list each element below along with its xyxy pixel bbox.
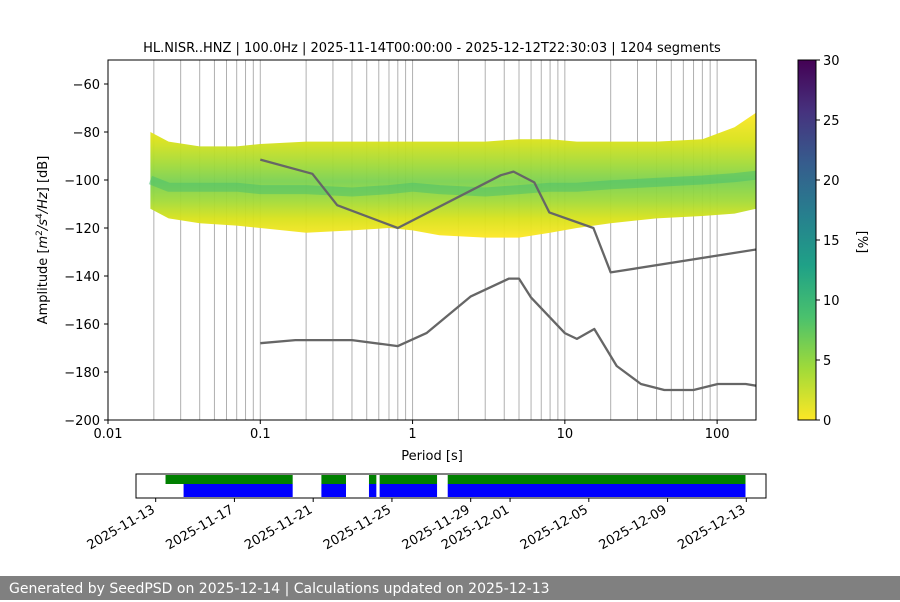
- timeline-tick-label: 2025-11-25: [321, 502, 394, 553]
- noise-models: [259, 158, 756, 392]
- y-tick-label: −140: [64, 270, 100, 285]
- x-axis-label: Period [s]: [401, 449, 463, 464]
- availability-bar-green: [321, 475, 346, 484]
- footer-text: Generated by SeedPSD on 2025-12-14 | Cal…: [9, 581, 550, 597]
- psd-density-band: [148, 112, 756, 238]
- colorbar-label: [%]: [854, 231, 869, 254]
- colorbar-tick-label: 10: [823, 294, 840, 309]
- colorbar-gradient: [797, 59, 817, 421]
- timeline-tick-label: 2025-11-13: [85, 502, 158, 553]
- availability-bar-green: [368, 475, 377, 484]
- colorbar-tick-label: 30: [823, 54, 840, 69]
- grid-lines: [153, 60, 718, 420]
- x-axis-ticks: 0.01 0.1 1 10 100: [94, 420, 730, 442]
- availability-bar-blue: [368, 484, 377, 497]
- y-tick-label: −80: [73, 126, 100, 141]
- psd-plot-area: 0.01 0.1 1 10 100 −200 −180 −160 −140 −120 −100 −8…: [64, 59, 757, 442]
- x-tick-label: 0.1: [250, 427, 271, 442]
- data-availability-timeline: 2025-11-13 2025-11-17 2025-11-21 2025-11-25…: [85, 473, 767, 553]
- psd-band-area: [150, 112, 756, 238]
- timeline-ticks: 2025-11-13 2025-11-17 2025-11-21 2025-11-25…: [85, 498, 748, 553]
- availability-bar-green: [165, 475, 293, 484]
- availability-bar-blue: [447, 484, 746, 497]
- x-tick-label: 0.01: [94, 427, 123, 442]
- colorbar-ticks: 0 5 10 15 20 25 30: [816, 54, 840, 429]
- y-tick-label: −100: [64, 174, 100, 189]
- y-tick-label: −200: [64, 414, 100, 429]
- timeline-tick-label: 2025-12-13: [675, 502, 748, 553]
- timeline-tick-label: 2025-11-17: [163, 502, 236, 553]
- x-tick-label: 10: [557, 427, 574, 442]
- y-tick-label: −180: [64, 366, 100, 381]
- plot-background: [108, 60, 756, 420]
- colorbar-tick-label: 20: [823, 174, 840, 189]
- colorbar-tick-label: 15: [823, 234, 840, 249]
- availability-bar-blue: [183, 484, 293, 497]
- timeline-tick-label: 2025-12-09: [597, 502, 670, 553]
- x-tick-label: 100: [705, 427, 730, 442]
- y-axis-label: Amplitude [m2/s4/Hz] [dB]: [35, 156, 51, 325]
- availability-bar-blue: [379, 484, 438, 497]
- psd-mode-ridge: [148, 170, 756, 197]
- high-noise-model-line: [259, 158, 756, 274]
- colorbar-tick-label: 0: [823, 414, 831, 429]
- timeline-bars: [165, 475, 746, 497]
- footer-banner: Generated by SeedPSD on 2025-12-14 | Cal…: [0, 576, 900, 600]
- colorbar: 0 5 10 15 20 25 30 [%]: [797, 54, 869, 429]
- plot-frame: [107, 59, 757, 421]
- figure: HL.NISR..HNZ | 100.0Hz | 2025-11-14T00:0…: [35, 41, 869, 553]
- y-tick-label: −120: [64, 222, 100, 237]
- availability-bar-green: [447, 475, 746, 484]
- chart-title: HL.NISR..HNZ | 100.0Hz | 2025-11-14T00:0…: [143, 41, 721, 56]
- timeline-tick-label: 2025-11-21: [242, 502, 315, 553]
- y-tick-label: −160: [64, 318, 100, 333]
- y-axis-ticks: −200 −180 −160 −140 −120 −100 −80 −60: [64, 78, 108, 429]
- x-tick-label: 1: [408, 427, 416, 442]
- y-tick-label: −60: [73, 78, 100, 93]
- low-noise-model-line: [260, 277, 756, 392]
- timeline-tick-label: 2025-12-05: [518, 502, 591, 553]
- colorbar-tick-label: 25: [823, 114, 840, 129]
- availability-bar-blue: [321, 484, 346, 497]
- availability-bar-green: [379, 475, 438, 484]
- colorbar-tick-label: 5: [823, 354, 831, 369]
